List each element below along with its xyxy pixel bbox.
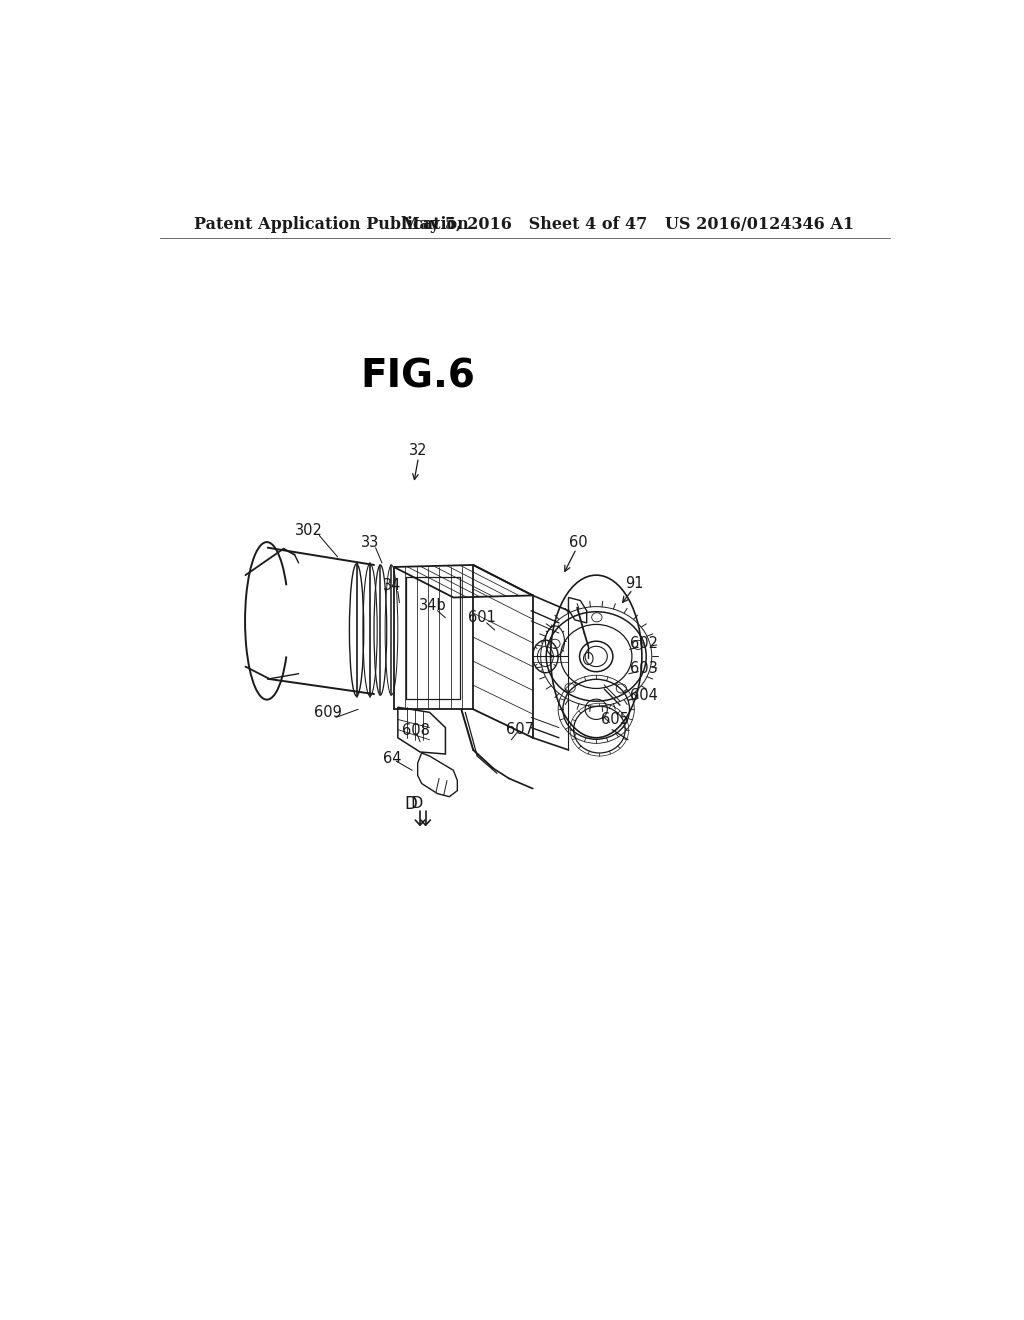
Text: 602: 602 bbox=[630, 636, 657, 651]
Text: 34: 34 bbox=[383, 578, 401, 593]
Text: 604: 604 bbox=[630, 688, 657, 702]
Text: 609: 609 bbox=[314, 705, 342, 719]
Text: US 2016/0124346 A1: US 2016/0124346 A1 bbox=[665, 216, 854, 232]
Text: D: D bbox=[404, 795, 417, 813]
Text: 32: 32 bbox=[410, 442, 428, 458]
Text: 64: 64 bbox=[383, 751, 401, 766]
Text: 302: 302 bbox=[295, 523, 323, 539]
Text: 601: 601 bbox=[468, 610, 496, 626]
Text: 608: 608 bbox=[402, 723, 430, 738]
Text: 60: 60 bbox=[569, 535, 588, 550]
Text: 34b: 34b bbox=[419, 598, 446, 612]
Text: 605: 605 bbox=[601, 711, 629, 727]
Text: Patent Application Publication: Patent Application Publication bbox=[194, 216, 469, 232]
Text: 607: 607 bbox=[506, 722, 535, 737]
Text: 91: 91 bbox=[625, 576, 643, 591]
Text: May 5, 2016   Sheet 4 of 47: May 5, 2016 Sheet 4 of 47 bbox=[402, 216, 647, 232]
Text: D: D bbox=[410, 796, 422, 812]
Text: 33: 33 bbox=[360, 535, 379, 550]
Text: 603: 603 bbox=[630, 661, 657, 676]
Text: FIG.6: FIG.6 bbox=[360, 358, 475, 396]
